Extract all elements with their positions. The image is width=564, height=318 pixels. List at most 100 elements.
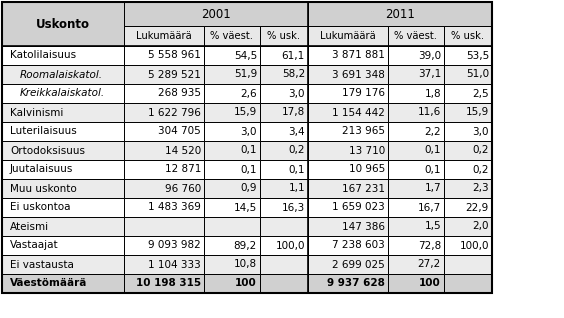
Text: Juutalaisuus: Juutalaisuus xyxy=(10,164,73,175)
Text: 17,8: 17,8 xyxy=(282,107,305,117)
Text: Lukumäärä: Lukumäärä xyxy=(136,31,192,41)
Bar xyxy=(388,255,444,274)
Text: 304 705: 304 705 xyxy=(158,127,201,136)
Bar xyxy=(260,103,308,122)
Bar xyxy=(204,122,260,141)
Text: 15,9: 15,9 xyxy=(233,107,257,117)
Bar xyxy=(2,274,124,293)
Text: % väest.: % väest. xyxy=(210,31,253,41)
Text: 100,0: 100,0 xyxy=(460,240,489,251)
Text: Katolilaisuus: Katolilaisuus xyxy=(10,51,76,60)
Text: 16,7: 16,7 xyxy=(418,203,441,212)
Bar xyxy=(2,65,124,84)
Text: 3,4: 3,4 xyxy=(288,127,305,136)
Text: 3 691 348: 3 691 348 xyxy=(332,70,385,80)
Bar xyxy=(260,84,308,103)
Bar xyxy=(388,26,444,46)
Bar xyxy=(308,255,388,274)
Text: Vastaajat: Vastaajat xyxy=(10,240,59,251)
Bar xyxy=(204,141,260,160)
Text: 96 760: 96 760 xyxy=(165,183,201,193)
Text: 3,0: 3,0 xyxy=(289,88,305,99)
Bar xyxy=(124,217,204,236)
Bar xyxy=(260,141,308,160)
Bar xyxy=(260,122,308,141)
Text: 51,0: 51,0 xyxy=(466,70,489,80)
Bar xyxy=(388,46,444,65)
Bar xyxy=(308,103,388,122)
Bar xyxy=(444,26,492,46)
Text: 0,1: 0,1 xyxy=(240,146,257,156)
Text: 2,3: 2,3 xyxy=(473,183,489,193)
Text: 14,5: 14,5 xyxy=(233,203,257,212)
Bar xyxy=(444,103,492,122)
Text: 9 937 628: 9 937 628 xyxy=(327,279,385,288)
Text: 14 520: 14 520 xyxy=(165,146,201,156)
Bar xyxy=(260,255,308,274)
Text: 0,1: 0,1 xyxy=(240,164,257,175)
Bar xyxy=(204,217,260,236)
Text: 37,1: 37,1 xyxy=(418,70,441,80)
Bar xyxy=(444,274,492,293)
Text: 0,1: 0,1 xyxy=(289,164,305,175)
Text: 16,3: 16,3 xyxy=(282,203,305,212)
Text: Ateismi: Ateismi xyxy=(10,222,49,232)
Bar xyxy=(444,141,492,160)
Bar xyxy=(2,2,492,293)
Bar xyxy=(260,65,308,84)
Bar xyxy=(2,217,124,236)
Bar xyxy=(2,198,124,217)
Text: 167 231: 167 231 xyxy=(342,183,385,193)
Text: 5 289 521: 5 289 521 xyxy=(148,70,201,80)
Text: Lukumäärä: Lukumäärä xyxy=(320,31,376,41)
Bar xyxy=(2,255,124,274)
Bar xyxy=(204,65,260,84)
Text: 1,5: 1,5 xyxy=(424,222,441,232)
Text: 2 699 025: 2 699 025 xyxy=(332,259,385,269)
Text: 3,0: 3,0 xyxy=(240,127,257,136)
Bar xyxy=(308,217,388,236)
Text: Ortodoksisuus: Ortodoksisuus xyxy=(10,146,85,156)
Text: % usk.: % usk. xyxy=(451,31,484,41)
Text: 5 558 961: 5 558 961 xyxy=(148,51,201,60)
Text: 2,2: 2,2 xyxy=(424,127,441,136)
Text: 2,0: 2,0 xyxy=(473,222,489,232)
Text: % väest.: % väest. xyxy=(394,31,438,41)
Text: 61,1: 61,1 xyxy=(282,51,305,60)
Text: % usk.: % usk. xyxy=(267,31,301,41)
Text: 10 965: 10 965 xyxy=(349,164,385,175)
Text: 100,0: 100,0 xyxy=(275,240,305,251)
Bar xyxy=(260,198,308,217)
Bar xyxy=(444,198,492,217)
Bar xyxy=(308,46,388,65)
Bar xyxy=(388,274,444,293)
Bar xyxy=(308,179,388,198)
Text: 2011: 2011 xyxy=(385,8,415,20)
Bar xyxy=(388,65,444,84)
Bar xyxy=(124,274,204,293)
Bar xyxy=(260,274,308,293)
Text: Kreikkalaiskatol.: Kreikkalaiskatol. xyxy=(20,88,105,99)
Bar xyxy=(2,2,124,46)
Text: 1 104 333: 1 104 333 xyxy=(148,259,201,269)
Bar xyxy=(444,255,492,274)
Bar xyxy=(260,217,308,236)
Bar xyxy=(204,103,260,122)
Text: 12 871: 12 871 xyxy=(165,164,201,175)
Bar xyxy=(204,274,260,293)
Bar xyxy=(388,103,444,122)
Text: 11,6: 11,6 xyxy=(418,107,441,117)
Text: 89,2: 89,2 xyxy=(233,240,257,251)
Bar xyxy=(388,236,444,255)
Bar xyxy=(308,65,388,84)
Bar xyxy=(444,236,492,255)
Bar xyxy=(444,217,492,236)
Bar xyxy=(204,160,260,179)
Bar xyxy=(444,65,492,84)
Text: 39,0: 39,0 xyxy=(418,51,441,60)
Bar xyxy=(124,198,204,217)
Bar xyxy=(124,46,204,65)
Text: 1,8: 1,8 xyxy=(424,88,441,99)
Bar xyxy=(444,160,492,179)
Bar xyxy=(204,26,260,46)
